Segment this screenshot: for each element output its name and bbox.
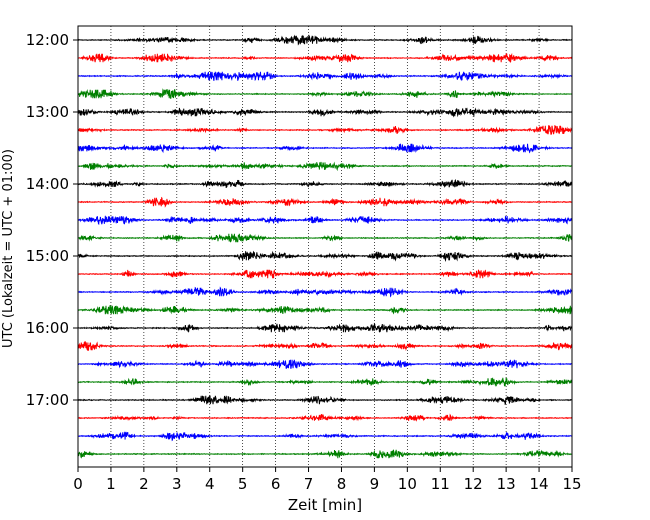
trace-line: [77, 215, 573, 226]
trace-line: [77, 34, 573, 46]
y-axis-label: UTC (Lokalzeit = UTC + 01:00): [1, 149, 16, 348]
trace-line: [77, 286, 573, 298]
trace-line: [77, 341, 573, 352]
trace-line: [77, 305, 573, 315]
trace-line: [77, 124, 573, 135]
trace-line: [77, 431, 573, 442]
trace-line: [77, 449, 573, 459]
trace-line: [77, 71, 573, 82]
trace-line: [77, 52, 573, 64]
trace-line: [77, 178, 573, 188]
x-axis-label: Zeit [min]: [288, 496, 362, 514]
plot-frame: [77, 25, 573, 468]
trace-line: [77, 196, 573, 208]
trace-line: [77, 395, 573, 406]
trace-line: [77, 88, 572, 99]
x-tick-label: 0: [73, 475, 83, 493]
y-tick-label: 14:00: [26, 175, 69, 193]
trace-line: [77, 377, 573, 387]
x-tick-label: 5: [238, 475, 248, 493]
trace-line: [77, 233, 573, 243]
trace-line: [77, 107, 573, 118]
x-tick-label: 14: [530, 475, 549, 493]
x-tick-label: 8: [337, 475, 347, 493]
trace-line: [77, 413, 573, 422]
x-tick-label: 1: [106, 475, 116, 493]
x-tick-label: 13: [497, 475, 516, 493]
x-tick-label: 15: [562, 475, 581, 493]
x-tick-label: 9: [370, 475, 380, 493]
x-tick-label: 12: [464, 475, 483, 493]
y-tick-label: 13:00: [26, 103, 69, 121]
y-axis-ticks: 12:00 13:00 14:00 15:00 16:00 17:00: [26, 31, 78, 409]
x-tick-label: 6: [271, 475, 281, 493]
trace-line: [77, 359, 573, 369]
trace-line: [77, 161, 573, 172]
trace-line: [77, 269, 573, 279]
x-tick-label: 4: [205, 475, 215, 493]
x-tick-label: 2: [139, 475, 149, 493]
x-tick-label: 7: [304, 475, 314, 493]
x-tick-label: 3: [172, 475, 182, 493]
y-tick-label: 15:00: [26, 247, 69, 265]
x-tick-label: 11: [431, 475, 450, 493]
seismic-traces: [77, 34, 573, 459]
trace-line: [77, 250, 573, 262]
x-tick-label: 10: [398, 475, 417, 493]
x-axis-ticks: 0 1 2 3 4 5 6 7 8 9 10 11 12 13 14 15: [73, 467, 582, 493]
trace-line: [77, 143, 573, 154]
y-tick-label: 16:00: [26, 319, 69, 337]
trace-line: [77, 322, 573, 334]
y-tick-label: 17:00: [26, 391, 69, 409]
y-tick-label: 12:00: [26, 31, 69, 49]
